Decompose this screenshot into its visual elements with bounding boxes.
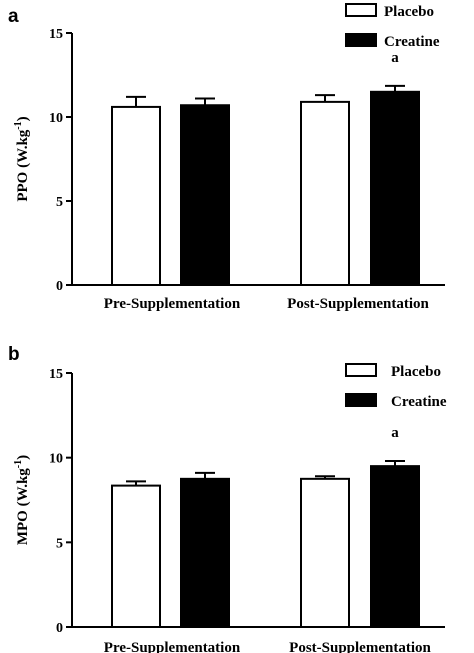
y-tick-label: 15 [49,367,63,382]
panel-letter: a [8,6,19,27]
legend-label: Placebo [391,364,441,380]
x-tick-label: Pre-Supplementation [104,640,241,653]
legend-swatch-placebo [345,363,377,377]
legend-swatch-creatine [345,393,377,407]
significance-annotation: a [391,50,399,66]
y-tick-label: 0 [56,279,63,294]
y-axis-label: MPO (W.kg-1) [13,455,31,545]
legend-label: Creatine [391,394,447,410]
significance-annotation: a [391,425,399,441]
bar-creatine [180,104,230,286]
y-tick-label: 5 [56,536,63,551]
legend-label: Creatine [384,34,440,50]
bar-placebo [300,100,350,286]
chart-panel-b: b 0 5 10 15 MPO (W.kg-1) Pre-Supplementation Po… [8,344,447,653]
bar-creatine [180,477,230,629]
legend-swatch-placebo [345,3,377,17]
x-tick-label: Post-Supplementation [289,640,431,653]
bar-placebo [111,105,161,286]
chart-panel-a: a 0 5 10 15 PPO (W.kg-1) Pre-Supplementation Po… [8,3,445,312]
y-tick-label: 10 [49,452,63,467]
y-tick-label: 15 [49,27,63,42]
y-axis-label: PPO (W.kg-1) [13,116,31,201]
y-tick-label: 10 [49,111,63,126]
y-tick-label: 0 [56,621,63,636]
x-tick-label: Pre-Supplementation [104,296,241,312]
bar-creatine [370,465,420,628]
bar-placebo [300,477,350,629]
bar-placebo [111,484,161,628]
y-tick-label: 5 [56,195,63,210]
x-tick-label: Post-Supplementation [287,296,429,312]
bar-creatine [370,90,420,286]
legend-swatch-creatine [345,33,377,47]
legend-label: Placebo [384,4,434,20]
panel-letter: b [8,344,20,365]
